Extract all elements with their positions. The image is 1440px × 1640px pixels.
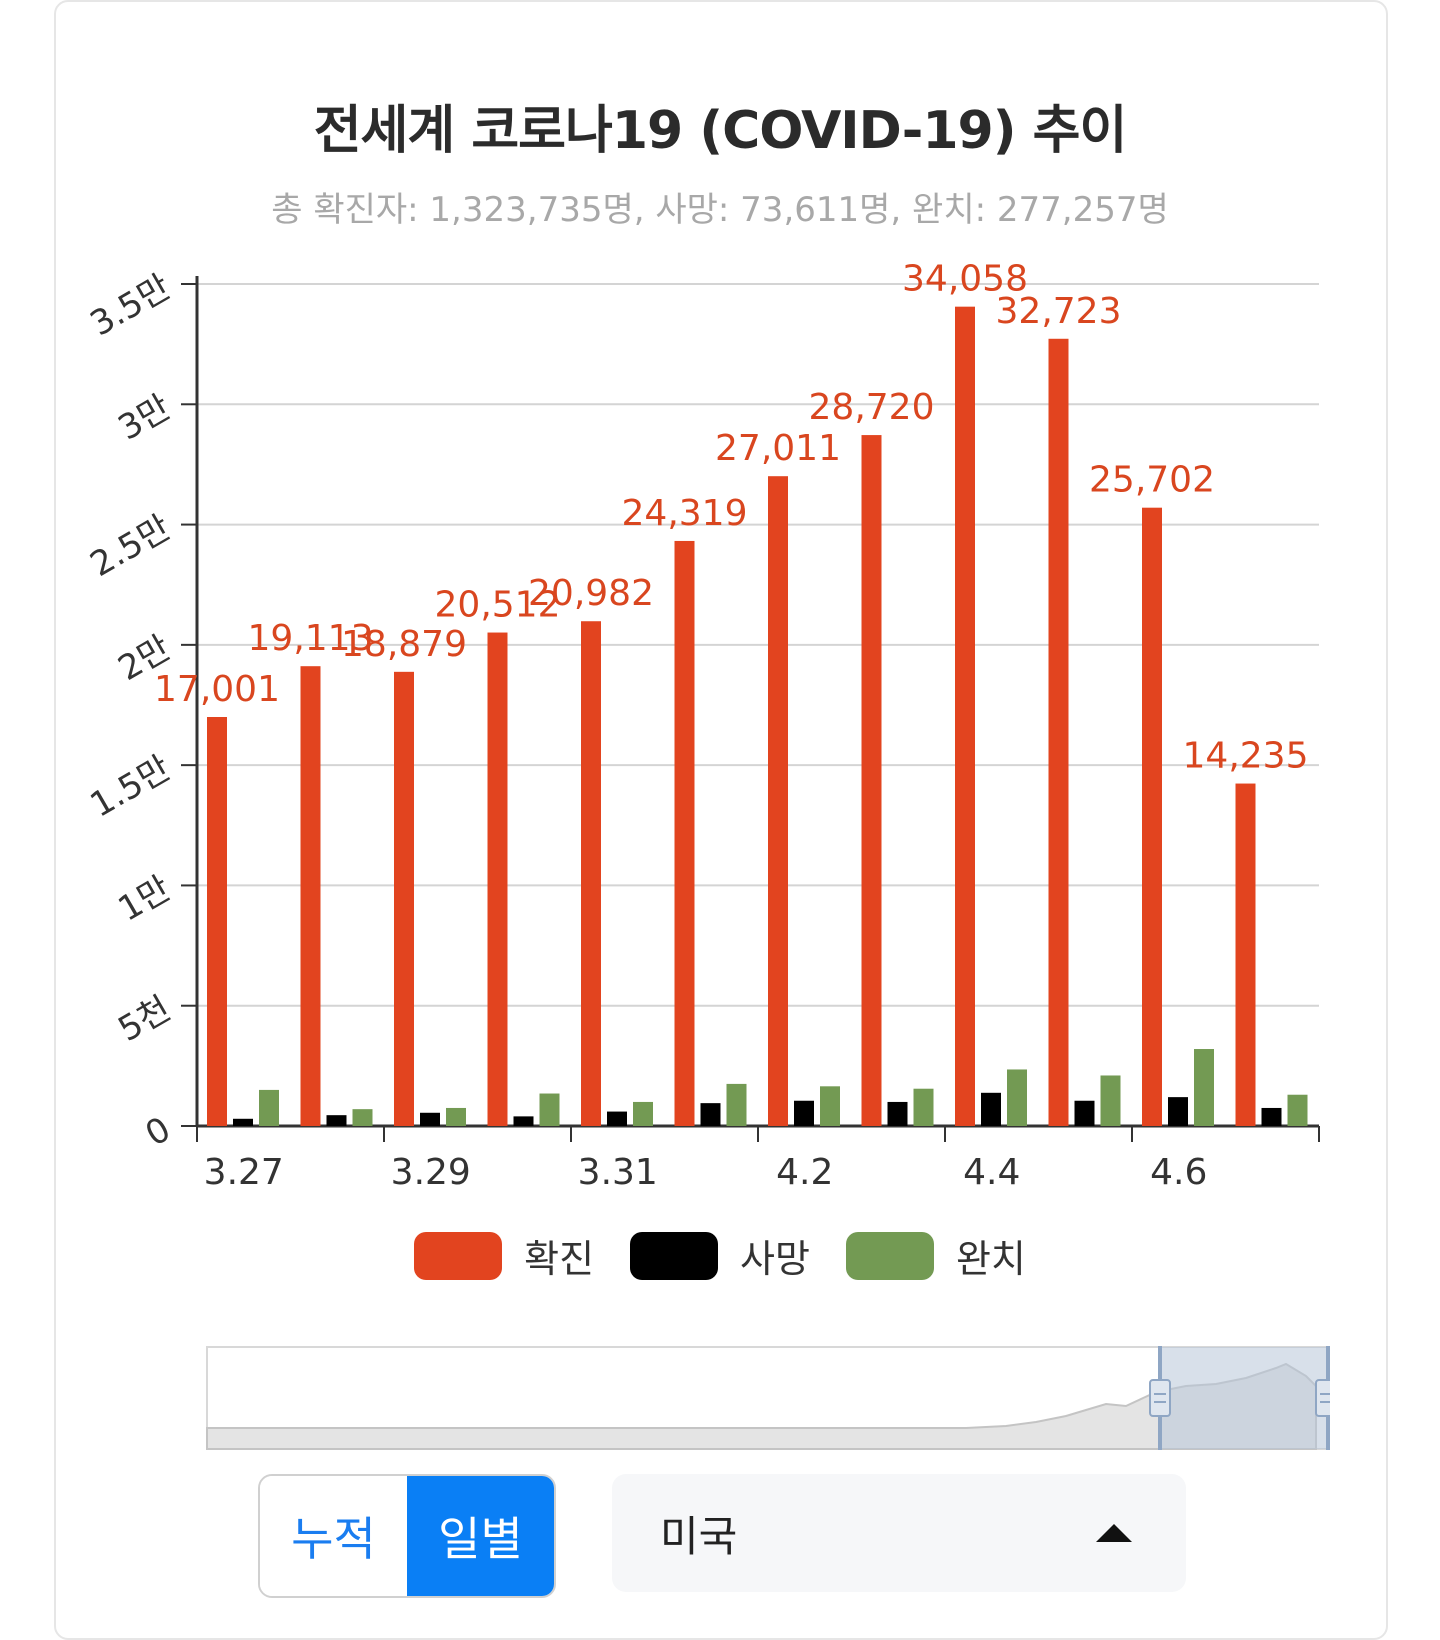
data-label: 24,319 bbox=[622, 493, 748, 534]
country-select-value: 미국 bbox=[660, 1511, 738, 1561]
caret-up-icon bbox=[1096, 1524, 1132, 1542]
x-tick-label: 4.2 bbox=[776, 1152, 833, 1193]
bar-recovered bbox=[1007, 1069, 1027, 1126]
bar-confirmed bbox=[487, 632, 508, 1126]
legend-swatch-confirmed bbox=[414, 1231, 503, 1280]
bar-recovered bbox=[913, 1088, 934, 1126]
bar-deaths bbox=[1074, 1100, 1095, 1126]
bar-deaths bbox=[420, 1112, 440, 1126]
data-label: 27,011 bbox=[715, 428, 841, 469]
data-label: 20,982 bbox=[528, 573, 654, 614]
legend-label-recovered: 완치 bbox=[955, 1237, 1026, 1281]
bar-deaths bbox=[607, 1111, 627, 1126]
navigator-right-handle[interactable] bbox=[1315, 1379, 1330, 1417]
country-select[interactable]: 미국 bbox=[612, 1474, 1186, 1592]
daily-button[interactable]: 일별 bbox=[407, 1476, 554, 1596]
y-tick-label: 2.5만 bbox=[84, 508, 178, 585]
x-tick-label: 3.31 bbox=[578, 1152, 658, 1193]
bar-confirmed bbox=[1142, 507, 1162, 1126]
bar-confirmed bbox=[1048, 338, 1069, 1127]
bar-recovered bbox=[726, 1083, 747, 1126]
data-label: 34,058 bbox=[902, 259, 1028, 300]
legend: 확진 사망 완치 bbox=[0, 1228, 1440, 1283]
chart-subtitle: 총 확진자: 1,323,735명, 사망: 73,611명, 완치: 277,… bbox=[271, 190, 1169, 230]
y-tick-label: 3.5만 bbox=[84, 267, 178, 344]
bar-recovered bbox=[259, 1089, 279, 1126]
mode-toggle: 누적 일별 bbox=[258, 1474, 556, 1598]
legend-item-confirmed[interactable]: 확진 bbox=[414, 1228, 594, 1283]
bar-confirmed bbox=[955, 306, 975, 1126]
bar-confirmed bbox=[768, 476, 788, 1126]
data-label: 18,879 bbox=[341, 624, 467, 665]
bar-recovered bbox=[1194, 1049, 1214, 1126]
x-tick-label: 3.29 bbox=[391, 1152, 471, 1193]
y-tick-label: 0 bbox=[139, 1109, 178, 1154]
bar-recovered bbox=[820, 1086, 840, 1126]
y-tick-label: 3만 bbox=[112, 387, 178, 448]
y-tick-label: 5천 bbox=[112, 989, 178, 1050]
bar-recovered bbox=[1100, 1075, 1121, 1126]
legend-swatch-deaths bbox=[630, 1231, 719, 1280]
legend-item-deaths[interactable]: 사망 bbox=[630, 1228, 810, 1283]
bar-deaths bbox=[1168, 1097, 1188, 1126]
legend-label-deaths: 사망 bbox=[740, 1237, 810, 1281]
data-label: 17,001 bbox=[154, 669, 280, 710]
bar-deaths bbox=[513, 1116, 534, 1126]
bar-recovered bbox=[633, 1101, 653, 1126]
bar-recovered bbox=[352, 1109, 373, 1126]
bar-recovered bbox=[1287, 1094, 1308, 1126]
legend-label-confirmed: 확진 bbox=[524, 1237, 595, 1281]
cumulative-button[interactable]: 누적 bbox=[260, 1476, 407, 1596]
data-label: 14,235 bbox=[1183, 736, 1309, 777]
x-tick-label: 4.4 bbox=[963, 1152, 1020, 1193]
data-label: 25,702 bbox=[1089, 460, 1215, 501]
bar-deaths bbox=[700, 1103, 721, 1126]
data-label: 28,720 bbox=[809, 387, 935, 428]
bar-confirmed bbox=[861, 435, 882, 1126]
bar-chart: 05천1만1.5만2만2.5만3만3.5만17,00119,11318,8792… bbox=[84, 259, 1320, 1193]
bar-confirmed bbox=[581, 621, 601, 1126]
bar-deaths bbox=[887, 1101, 908, 1126]
chart-title: 전세계 코로나19 (COVID-19) 추이 bbox=[313, 101, 1128, 161]
range-navigator[interactable] bbox=[206, 1346, 1330, 1450]
bar-confirmed bbox=[674, 540, 695, 1126]
bar-deaths bbox=[326, 1115, 347, 1126]
y-tick-label: 1만 bbox=[112, 869, 178, 930]
bar-confirmed bbox=[207, 717, 227, 1126]
bar-deaths bbox=[233, 1118, 253, 1126]
data-label: 20,512 bbox=[435, 585, 561, 626]
bar-deaths bbox=[981, 1092, 1001, 1126]
data-label: 19,113 bbox=[248, 618, 374, 659]
bar-deaths bbox=[1261, 1107, 1282, 1126]
legend-item-recovered[interactable]: 완치 bbox=[845, 1228, 1026, 1283]
bar-confirmed bbox=[300, 666, 321, 1126]
navigator-selection[interactable] bbox=[1160, 1347, 1329, 1449]
bar-confirmed bbox=[1235, 783, 1256, 1126]
y-tick-label: 1.5만 bbox=[84, 748, 178, 825]
bar-confirmed bbox=[394, 671, 414, 1126]
x-tick-label: 3.27 bbox=[204, 1152, 284, 1193]
bar-deaths bbox=[794, 1100, 814, 1126]
navigator-left-handle[interactable] bbox=[1149, 1379, 1171, 1417]
legend-swatch-recovered bbox=[845, 1231, 934, 1280]
bar-recovered bbox=[539, 1093, 560, 1126]
data-label: 32,723 bbox=[996, 291, 1122, 332]
bar-recovered bbox=[446, 1107, 466, 1126]
x-tick-label: 4.6 bbox=[1150, 1152, 1207, 1193]
